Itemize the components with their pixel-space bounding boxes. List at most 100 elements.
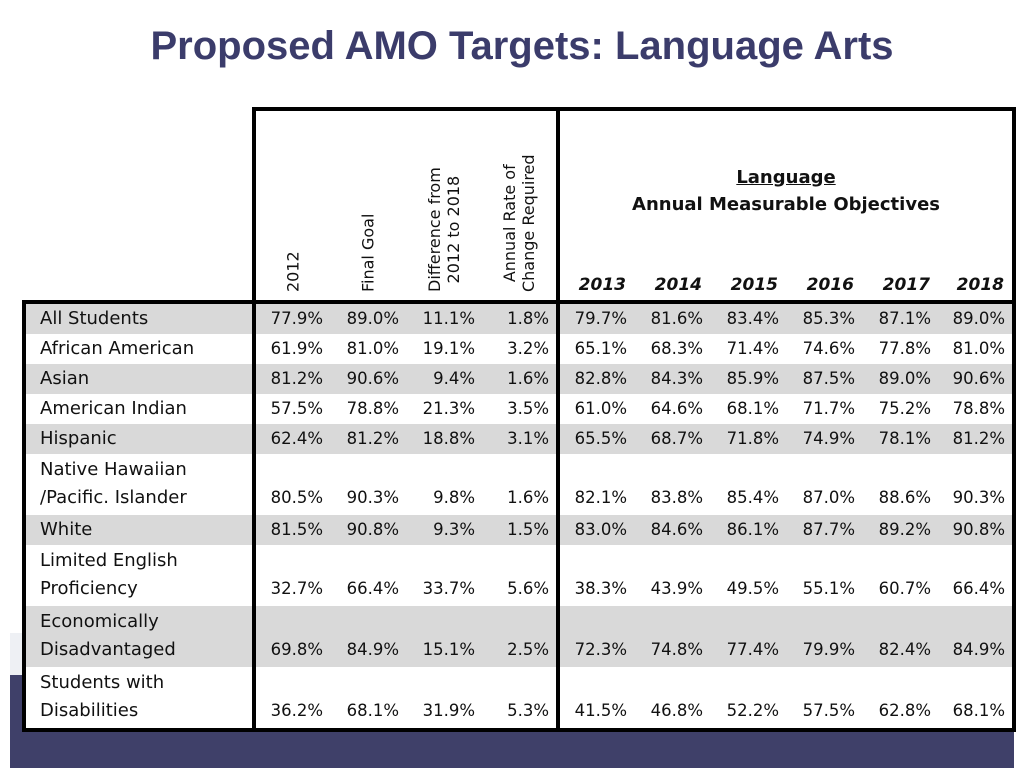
value-cell: 68.1% xyxy=(938,667,1016,732)
row-group-name: Economically Disadvantaged xyxy=(22,606,256,667)
value-cell: 83.0% xyxy=(558,515,634,545)
value-cell: 61.0% xyxy=(574,399,627,418)
value-cell: 89.0% xyxy=(938,300,1016,334)
table-row: Hispanic 62.4% 81.2% 18.8% 3.1% 65.5% 68.7% 71.… xyxy=(22,424,1016,454)
row-group-name-line: Limited English xyxy=(40,550,178,571)
table-row: Asian 81.2% 90.6% 9.4% 1.6% 82.8% 84.3% 85.9% 87… xyxy=(22,364,1016,394)
value-cell: 83.8% xyxy=(634,454,710,515)
value-cell: 90.3% xyxy=(938,454,1016,515)
value-cell: 77.9% xyxy=(254,300,330,334)
value-cell: 85.9% xyxy=(710,364,786,394)
value-cell: 21.3% xyxy=(422,399,475,418)
value-cell: 9.4% xyxy=(406,364,482,394)
value-cell: 78.1% xyxy=(862,424,938,454)
value-cell: 88.6% xyxy=(862,454,938,515)
value-cell: 78.8% xyxy=(938,394,1016,424)
value-cell: 82.1% xyxy=(558,454,634,515)
value-cell: 31.9% xyxy=(406,667,482,732)
value-cell: 65.1% xyxy=(574,339,627,358)
value-cell: 32.7% xyxy=(254,545,330,606)
value-cell: 86.1% xyxy=(710,515,786,545)
value-cell: 84.3% xyxy=(634,364,710,394)
value-cell: 89.0% xyxy=(862,364,938,394)
value-cell: 84.9% xyxy=(938,606,1016,667)
value-cell: 84.9% xyxy=(330,606,406,667)
value-cell: 75.2% xyxy=(878,399,931,418)
value-cell: 68.3% xyxy=(650,339,703,358)
value-cell: 3.1% xyxy=(482,424,560,454)
column-header-label: 2012 xyxy=(284,251,303,292)
value-cell: 74.9% xyxy=(786,424,862,454)
value-cell: 81.6% xyxy=(634,300,710,334)
value-cell: 60.7% xyxy=(862,545,938,606)
row-group-name: Asian xyxy=(22,364,256,394)
year-header: 2017 xyxy=(882,275,930,295)
value-cell: 19.1% xyxy=(422,339,475,358)
value-cell: 33.7% xyxy=(406,545,482,606)
value-cell: 85.3% xyxy=(786,300,862,334)
value-cell: 5.3% xyxy=(482,667,560,732)
value-cell: 71.7% xyxy=(802,399,855,418)
row-group-name-line: Native Hawaiian xyxy=(40,459,187,480)
year-header: 2018 xyxy=(938,270,1016,302)
row-group-name: Hispanic xyxy=(22,424,256,454)
column-header-line: Difference from xyxy=(425,167,444,292)
row-group-name: All Students xyxy=(22,300,256,334)
value-cell: 9.8% xyxy=(406,454,482,515)
value-cell: 15.1% xyxy=(406,606,482,667)
year-row: 2013 2014 2015 2016 2017 2018 xyxy=(24,270,1016,302)
value-cell: 38.3% xyxy=(558,545,634,606)
year-row-blank xyxy=(24,270,254,302)
value-cell: 9.3% xyxy=(406,515,482,545)
value-cell: 90.6% xyxy=(330,364,406,394)
value-cell: 64.6% xyxy=(650,399,703,418)
value-cell: 68.7% xyxy=(634,424,710,454)
value-cell: 80.5% xyxy=(254,454,330,515)
value-cell: 3.5% xyxy=(482,394,560,424)
value-cell: 90.8% xyxy=(330,515,406,545)
column-header-label: Final Goal xyxy=(359,214,378,292)
row-group-name-line: White xyxy=(40,519,93,540)
value-cell: 36.2% xyxy=(254,667,330,732)
value-cell: 87.1% xyxy=(862,300,938,334)
value-cell: 82.4% xyxy=(862,606,938,667)
value-cell: 81.5% xyxy=(254,515,330,545)
value-cell: 1.5% xyxy=(482,515,560,545)
table-row: African American 61.9% 81.0% 19.1% 3.2% 65.1%… xyxy=(22,334,1016,364)
row-group-name-line: Disabilities xyxy=(40,700,139,721)
table-row: Economically Disadvantaged 69.8% 84.9% 15.1%… xyxy=(22,606,1016,667)
footer-stripe-right xyxy=(1014,633,1024,768)
value-cell: 90.6% xyxy=(938,364,1016,394)
value-cell: 1.6% xyxy=(482,454,560,515)
value-cell: 46.8% xyxy=(634,667,710,732)
value-cell: 81.0% xyxy=(938,334,1016,364)
row-group-name: Native Hawaiian/Pacific. Islander xyxy=(22,454,256,515)
value-cell: 81.2% xyxy=(938,424,1016,454)
row-group-name-line: All Students xyxy=(40,308,149,329)
value-cell: 81.2% xyxy=(254,364,330,394)
value-cell: 65.5% xyxy=(558,424,634,454)
value-cell: 87.0% xyxy=(786,454,862,515)
row-group-name: African American xyxy=(22,334,256,364)
value-cell: 71.4% xyxy=(726,339,779,358)
column-header-line: Annual Rate of xyxy=(500,164,519,283)
value-cell: 74.6% xyxy=(802,339,855,358)
value-cell: 72.3% xyxy=(558,606,634,667)
value-cell: 71.8% xyxy=(710,424,786,454)
value-cell: 66.4% xyxy=(938,545,1016,606)
table-row: Native Hawaiian/Pacific. Islander 80.5% 90… xyxy=(22,454,1016,515)
row-group-name-line: African American xyxy=(40,338,195,359)
value-cell: 87.7% xyxy=(786,515,862,545)
value-cell: 62.8% xyxy=(862,667,938,732)
table-row: American Indian 57.5% 78.8% 21.3% 3.5% 61.0% 6… xyxy=(22,394,1016,424)
value-cell: 49.5% xyxy=(710,545,786,606)
value-cell: 89.0% xyxy=(330,300,406,334)
header-row: 2012 Final Goal Difference from 2012 to 201… xyxy=(24,107,1016,302)
column-header-1: Final Goal xyxy=(330,107,406,302)
row-group-name-line: American Indian xyxy=(40,398,187,419)
value-cell: 83.4% xyxy=(710,300,786,334)
row-group-name: American Indian xyxy=(22,394,256,424)
row-group-name-line: Hispanic xyxy=(40,428,117,449)
value-cell: 77.8% xyxy=(878,339,931,358)
column-header-line: 2012 xyxy=(283,251,303,292)
